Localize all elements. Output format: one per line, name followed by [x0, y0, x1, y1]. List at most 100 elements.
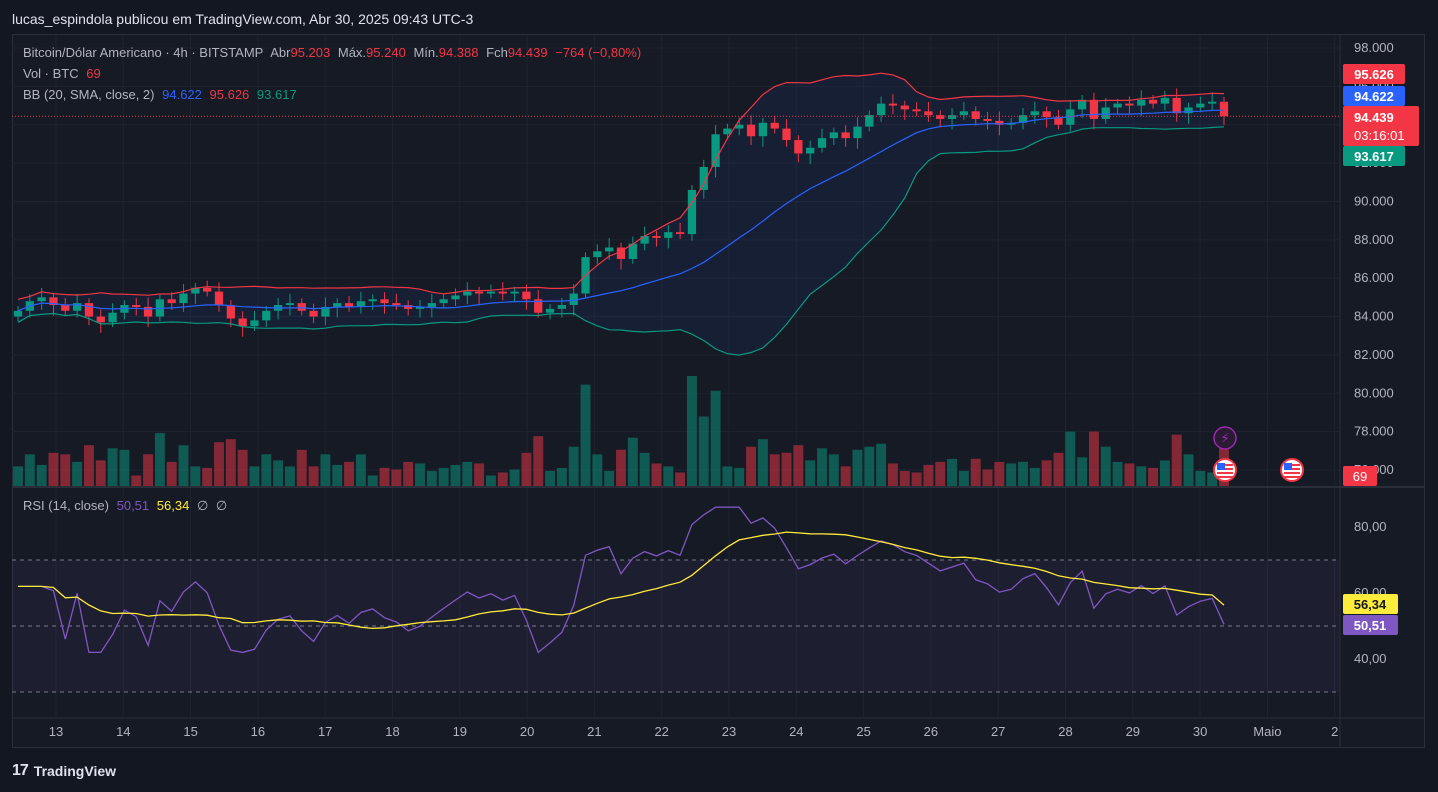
- volume-bar: [769, 454, 780, 486]
- volume-bar: [1053, 452, 1064, 486]
- rsi-label: RSI (14, close): [23, 498, 109, 513]
- time-tick-label: 30: [1193, 724, 1207, 739]
- rsi-extra-2: ∅: [215, 498, 228, 513]
- time-tick-label: 21: [587, 724, 601, 739]
- candle-body: [829, 132, 838, 139]
- candle-body: [415, 306, 425, 309]
- last-price-badge: 94.439: [1354, 110, 1394, 125]
- price-tick-label: 84.000: [1354, 309, 1394, 324]
- candle-body: [309, 310, 318, 317]
- candle-body: [723, 128, 732, 135]
- time-tick-label: 14: [116, 724, 130, 739]
- volume-bar: [1006, 463, 1017, 486]
- flag-stripe: [1217, 476, 1233, 478]
- volume-bar: [592, 454, 603, 486]
- volume-bar: [935, 461, 946, 486]
- candle-body: [782, 128, 791, 141]
- flag-stripe: [1284, 472, 1300, 474]
- bb-upper-badge-bg: [1343, 64, 1405, 84]
- candle-body: [404, 305, 413, 309]
- volume-bar: [72, 461, 83, 486]
- candle-body: [1208, 101, 1217, 104]
- candle-body: [226, 305, 235, 319]
- rsi-badge-bg: [1343, 615, 1398, 635]
- volume-bar: [887, 463, 898, 486]
- time-tick-label: 29: [1126, 724, 1140, 739]
- candle-body: [486, 291, 496, 294]
- candle-body: [758, 122, 768, 137]
- events: ⚡: [1213, 426, 1304, 482]
- volume-bar: [166, 461, 177, 486]
- rsi-badge: 50,51: [1354, 618, 1387, 633]
- candle-body: [380, 299, 389, 304]
- volume-bar: [178, 445, 189, 486]
- candle-body: [1125, 103, 1134, 106]
- volume-bar: [1018, 461, 1028, 486]
- time-tick-label: 24: [789, 724, 803, 739]
- volume-bar: [107, 448, 118, 486]
- volume-bar: [1041, 460, 1052, 486]
- candle-body: [1148, 99, 1158, 104]
- time-tick-label: 23: [722, 724, 736, 739]
- candle-body: [1160, 97, 1170, 104]
- candle-body: [569, 293, 578, 306]
- volume-bar: [533, 436, 544, 486]
- volume-bar: [568, 446, 579, 486]
- volume-bar: [24, 454, 35, 486]
- volume-bar: [604, 470, 615, 486]
- candle-body: [344, 303, 354, 307]
- volume-bar: [462, 461, 473, 486]
- volume-bar: [982, 469, 993, 486]
- volume-bar: [1112, 461, 1123, 486]
- candle-body: [995, 120, 1004, 125]
- volume-badge: 69: [1353, 469, 1367, 484]
- candles: [13, 88, 1229, 337]
- time-tick-label: Maio: [1253, 724, 1281, 739]
- volume-bar: [580, 384, 591, 486]
- candle-body: [356, 301, 366, 307]
- time-tick-label: 28: [1058, 724, 1072, 739]
- volume-bar: [415, 463, 425, 486]
- volume-bar: [840, 466, 851, 486]
- candle-body: [971, 111, 980, 119]
- volume-bar: [391, 469, 402, 486]
- volume-bar: [320, 454, 331, 486]
- price-tick-label: 80.000: [1354, 385, 1394, 400]
- volume-bar: [1207, 472, 1218, 486]
- volume-bar: [781, 452, 792, 486]
- volume-bar: [119, 449, 130, 486]
- volume-bar: [793, 445, 804, 486]
- volume-bar: [509, 469, 520, 486]
- volume-bar: [556, 467, 567, 486]
- candle-body: [817, 138, 827, 148]
- candle-body: [865, 115, 874, 127]
- candle-body: [1113, 103, 1122, 108]
- volume-bar: [722, 466, 733, 486]
- volume-bars: [13, 376, 1229, 486]
- candle-body: [1089, 99, 1099, 119]
- candle-body: [13, 310, 23, 317]
- candle-body: [699, 166, 708, 190]
- change-value: −764 (−0,80%): [555, 45, 642, 60]
- rsi-ma-badge-bg: [1343, 594, 1398, 614]
- volume-bar: [663, 466, 674, 486]
- price-tick-label: 82.000: [1354, 347, 1394, 362]
- high-value: 95.240: [366, 45, 406, 60]
- volume-bar: [545, 470, 556, 486]
- bb-lower-badge: 93.617: [1354, 149, 1394, 164]
- volume-bar: [899, 470, 910, 486]
- bb-legend: BB (20, SMA, close, 2) 94.622 95.626 93.…: [23, 87, 301, 102]
- close-label: Fch: [486, 45, 508, 60]
- bb-label: BB (20, SMA, close, 2): [23, 87, 155, 102]
- candle-body: [806, 147, 815, 154]
- lightning-icon: [1213, 426, 1237, 450]
- tradingview-footer[interactable]: 17 TradingView: [12, 762, 116, 780]
- volume-bar: [746, 446, 757, 486]
- volume-bar: [616, 449, 626, 486]
- main-legend: Bitcoin/Dólar Americano · 4h · BITSTAMP …: [23, 45, 645, 60]
- tradingview-logo-icon: 17: [12, 762, 29, 779]
- rsi-ma-line: [18, 531, 1225, 630]
- rsi-line: [18, 506, 1225, 654]
- candle-body: [711, 134, 720, 167]
